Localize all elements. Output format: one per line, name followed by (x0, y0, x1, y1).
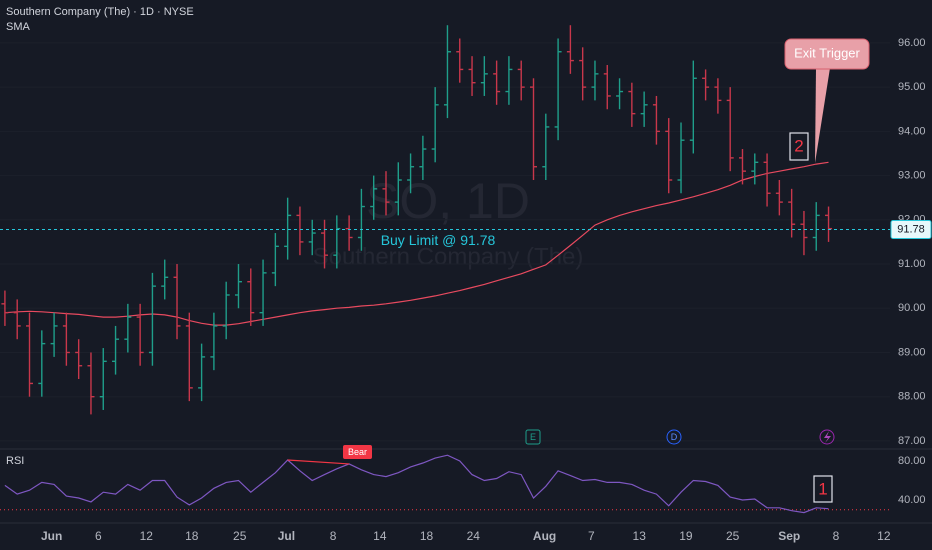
x-tick-label: 18 (420, 529, 434, 543)
lightning-icon (824, 431, 831, 443)
rsi-line (4, 454, 829, 514)
y-tick-label: 80.00 (898, 455, 926, 467)
x-tick-label: 25 (726, 529, 740, 543)
event-marker (819, 429, 835, 445)
y-tick-label: 40.00 (898, 494, 926, 506)
watermark: SO, 1D (366, 173, 530, 229)
x-tick-label: Aug (533, 529, 556, 543)
callout-box (784, 38, 870, 70)
y-tick-label: 88.00 (898, 391, 926, 403)
x-tick-label: Jul (278, 529, 295, 543)
y-tick-label: 93.00 (898, 169, 926, 181)
indicator-label: SMA (6, 21, 31, 33)
y-tick-label: 89.00 (898, 346, 926, 358)
callout-pointer (815, 68, 830, 163)
annotation-box (789, 132, 809, 161)
x-tick-label: 8 (330, 529, 337, 543)
y-tick-label: 91.00 (898, 258, 926, 270)
y-tick-label: 96.00 (898, 37, 926, 49)
bear-tag (343, 445, 372, 459)
chart-title: Southern Company (The) · 1D · NYSE (6, 6, 194, 18)
divergence-line (287, 459, 350, 465)
y-tick-label: 90.00 (898, 302, 926, 314)
x-tick-label: 12 (140, 529, 154, 543)
x-tick-label: 18 (185, 529, 199, 543)
x-tick-label: 8 (833, 529, 840, 543)
x-tick-label: 12 (877, 529, 891, 543)
x-tick-label: 6 (95, 529, 102, 543)
event-marker (525, 429, 541, 445)
event-marker (666, 429, 682, 445)
x-tick-label: 19 (679, 529, 693, 543)
x-tick-label: Sep (778, 529, 800, 543)
buy-limit-label: Buy Limit @ 91.78 (381, 232, 496, 248)
callout-label: Exit Trigger (794, 45, 860, 60)
annotation-number: 1 (818, 479, 827, 498)
x-tick-label: Jun (41, 529, 62, 543)
x-tick-label: 7 (588, 529, 595, 543)
x-tick-label: 25 (233, 529, 247, 543)
y-tick-label: 94.00 (898, 125, 926, 137)
y-tick-label: 95.00 (898, 81, 926, 93)
x-tick-label: 13 (633, 529, 647, 543)
watermark: Southern Company (The) (313, 243, 584, 270)
x-tick-label: 24 (467, 529, 481, 543)
price-tag (890, 220, 932, 240)
bear-label: Bear (348, 447, 367, 457)
y-tick-label: 87.00 (898, 435, 926, 447)
annotation-number: 2 (794, 136, 803, 155)
indicator-label: RSI (6, 455, 24, 467)
event-label: E (530, 432, 536, 442)
price-tag-label: 91.78 (897, 223, 925, 235)
event-label: D (671, 432, 678, 442)
annotation-box (813, 475, 833, 503)
x-tick-label: 14 (373, 529, 387, 543)
sma-line (4, 161, 829, 326)
